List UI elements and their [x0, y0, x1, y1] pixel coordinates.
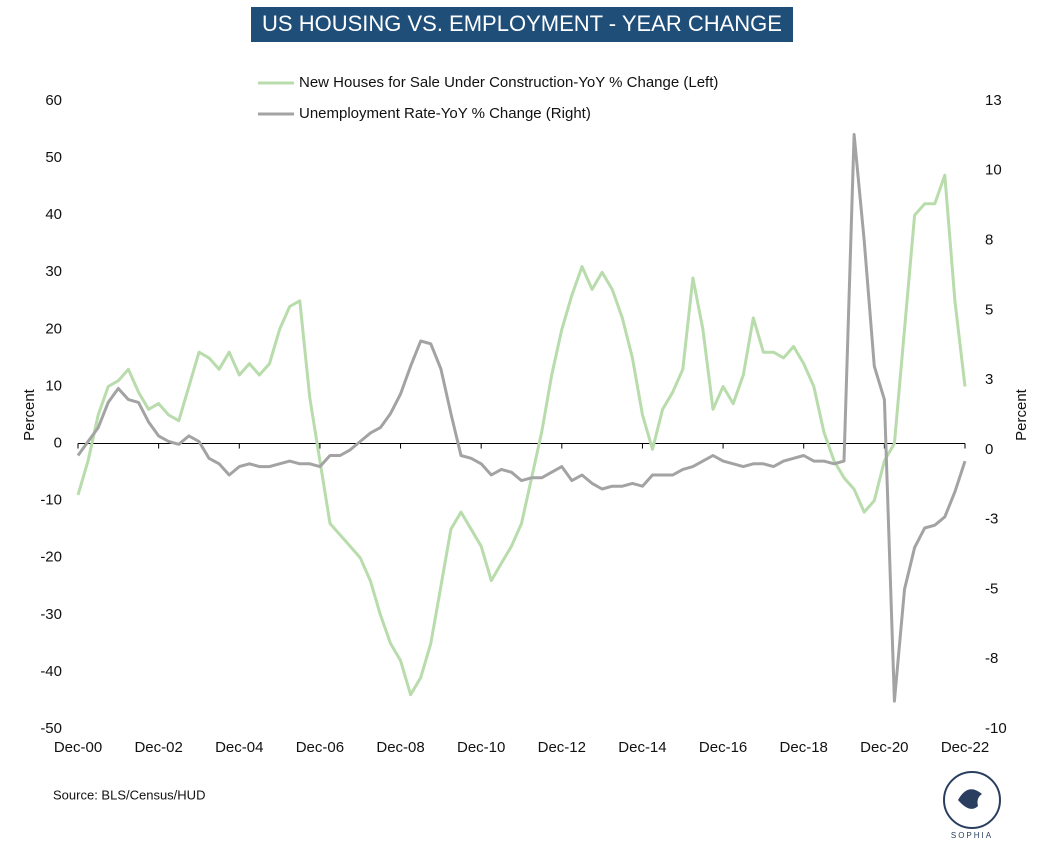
y-tick-label: 50 [45, 149, 62, 166]
y-tick-label: -50 [40, 720, 62, 737]
y-tick-label: 40 [45, 206, 62, 223]
y2-axis-label: Percent [1013, 388, 1030, 441]
x-tick-label: Dec-22 [941, 739, 989, 756]
legend-label: New Houses for Sale Under Construction-Y… [299, 74, 718, 91]
y-tick-label: 60 [45, 92, 62, 109]
y2-tick-label: 5 [985, 301, 993, 318]
y2-tick-label: -10 [985, 720, 1007, 737]
x-tick-label: Dec-16 [699, 739, 747, 756]
x-tick-label: Dec-14 [618, 739, 666, 756]
y-tick-label: 20 [45, 320, 62, 337]
y2-tick-label: 13 [985, 92, 1002, 109]
logo-mark [958, 789, 982, 809]
y2-tick-label: 0 [985, 441, 993, 458]
y-tick-label: -30 [40, 606, 62, 623]
legend-label: Unemployment Rate-YoY % Change (Right) [299, 105, 591, 122]
x-tick-label: Dec-10 [457, 739, 505, 756]
series-line [76, 133, 967, 703]
x-tick-label: Dec-00 [54, 739, 102, 756]
x-tick-label: Dec-06 [296, 739, 344, 756]
title-box [251, 7, 793, 42]
y-tick-label: -40 [40, 663, 62, 680]
x-tick-label: Dec-12 [538, 739, 586, 756]
logo-ring [943, 771, 1001, 829]
logo-text: SOPHIA [951, 831, 993, 840]
y2-tick-label: -5 [985, 580, 998, 597]
y2-tick-label: 3 [985, 371, 993, 388]
logo: SOPHIA [943, 771, 1001, 840]
y-tick-label: 30 [45, 263, 62, 280]
y2-tick-label: 8 [985, 232, 993, 249]
chart-title: US HOUSING VS. EMPLOYMENT - YEAR CHANGE [262, 11, 782, 36]
series-line [76, 173, 967, 697]
y2-tick-label: -8 [985, 650, 998, 667]
x-tick-label: Dec-20 [860, 739, 908, 756]
y-axis-label: Percent [21, 388, 38, 441]
y-tick-label: -20 [40, 549, 62, 566]
source: Source: BLS/Census/HUD [53, 787, 205, 802]
y-tick-label: 10 [45, 377, 62, 394]
y-tick-label: 0 [54, 435, 62, 452]
x-tick-label: Dec-08 [376, 739, 424, 756]
y2-tick-label: 10 [985, 162, 1002, 179]
x-tick-label: Dec-04 [215, 739, 263, 756]
x-tick-label: Dec-18 [780, 739, 828, 756]
x-tick-label: Dec-02 [134, 739, 182, 756]
y2-tick-label: -3 [985, 511, 998, 528]
y-tick-label: -10 [40, 492, 62, 509]
